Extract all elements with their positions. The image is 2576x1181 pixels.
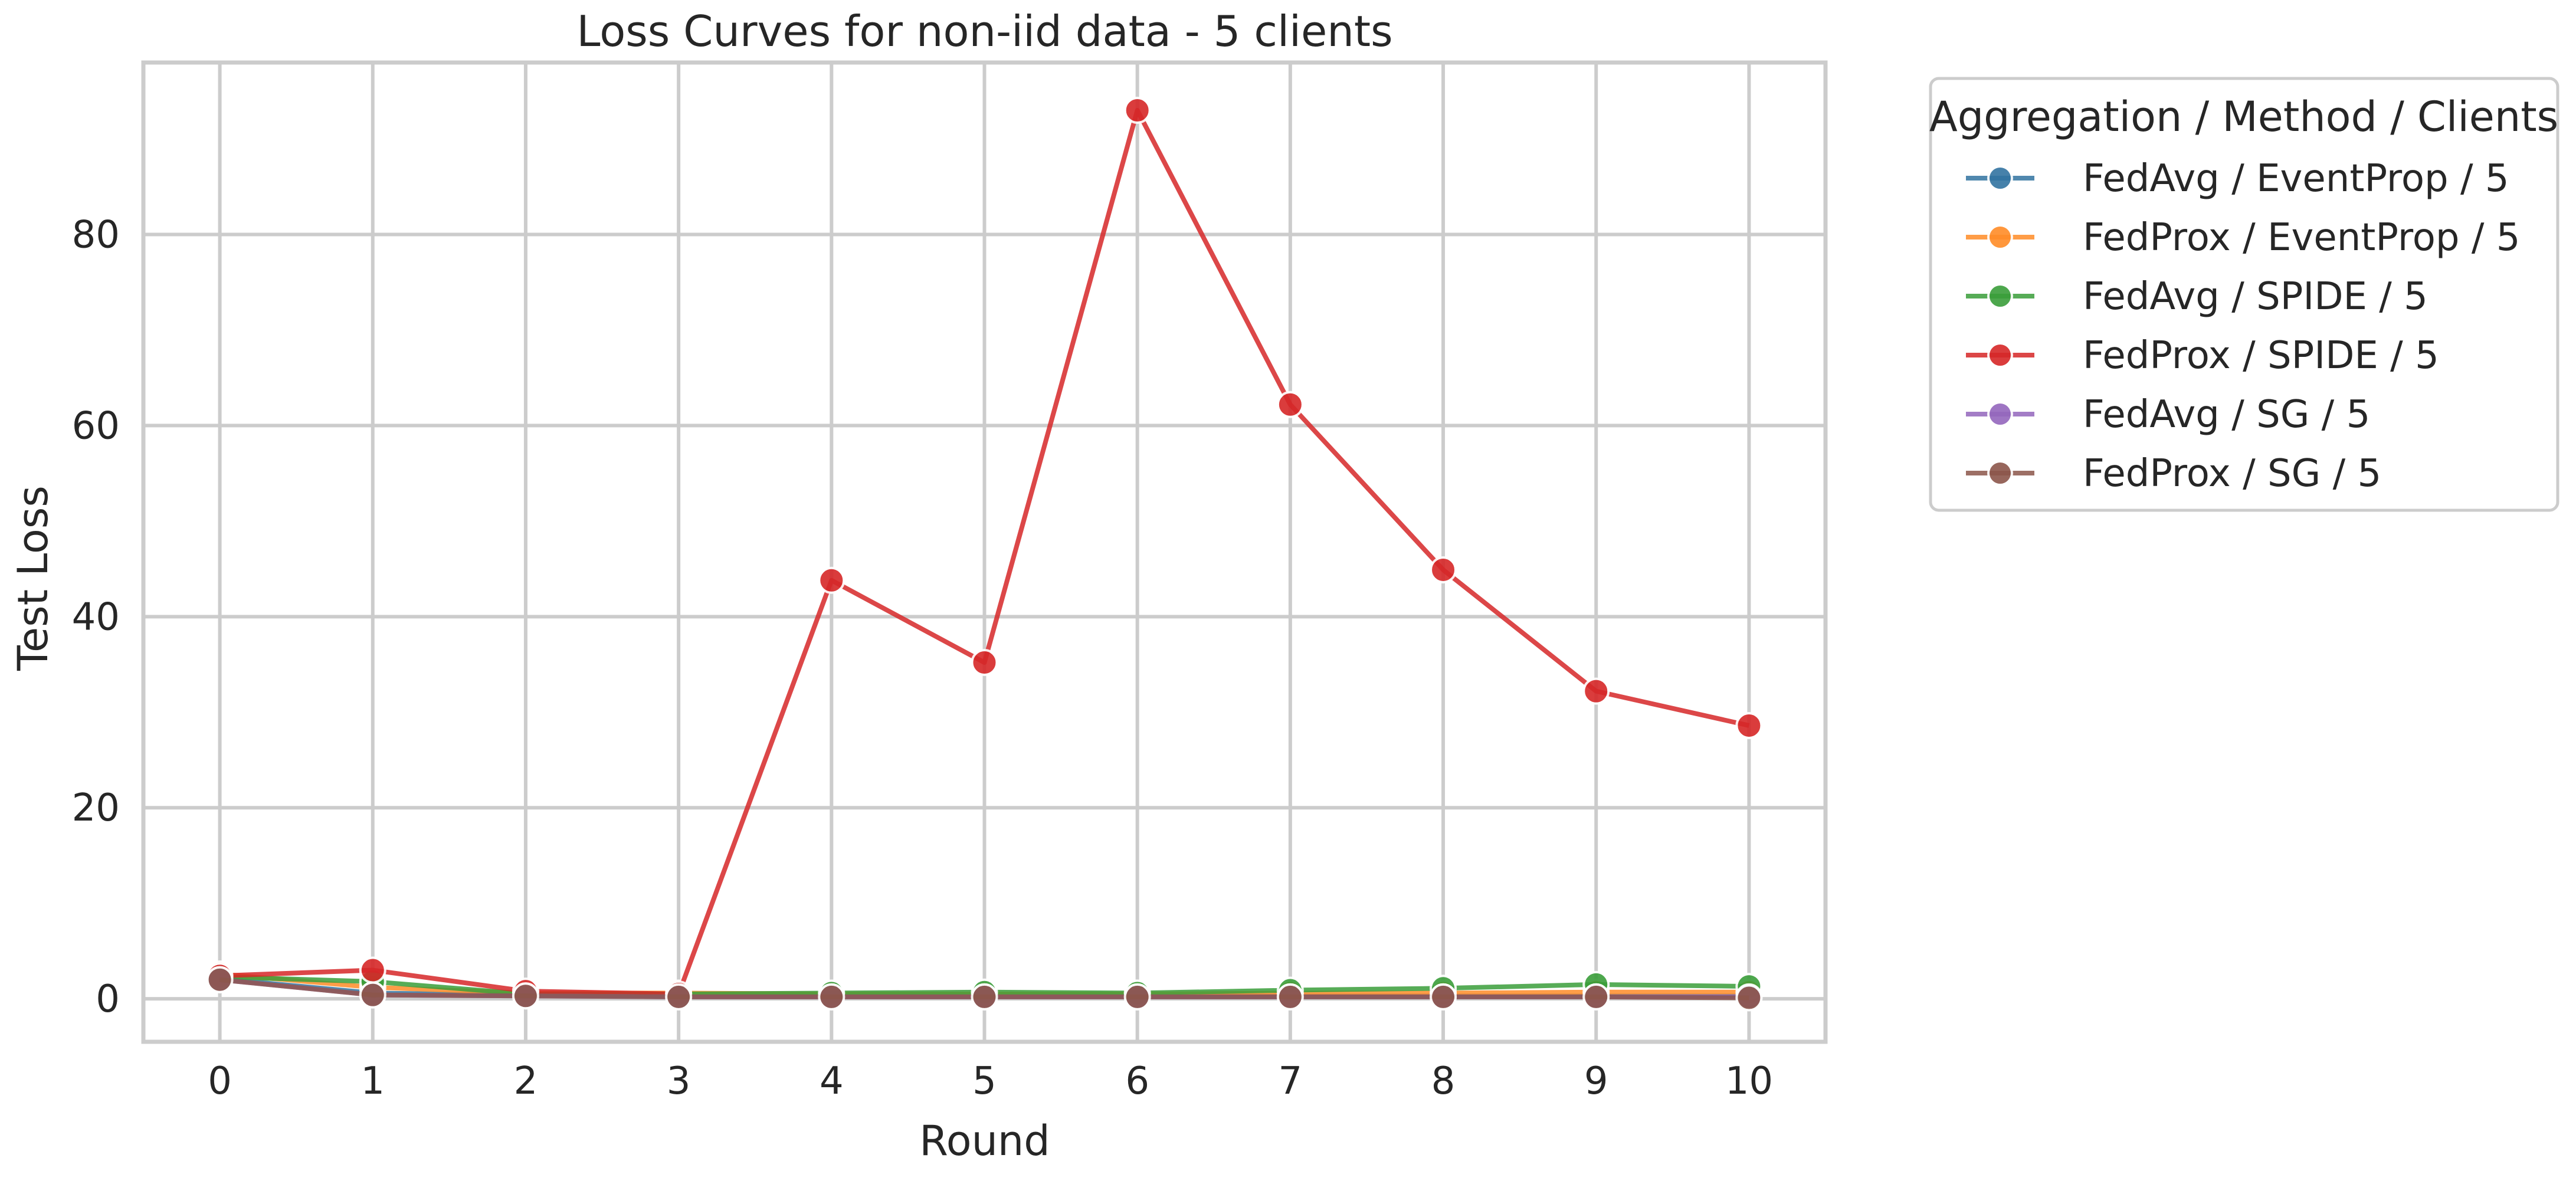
data-point	[1582, 677, 1610, 705]
tick-labels: 0 1 2 3 4 5 6 7 8 9 10 0 20 40 60 80	[72, 214, 1774, 1103]
legend-marker	[1987, 460, 2013, 486]
y-tick-label: 20	[72, 786, 120, 830]
data-point	[1735, 711, 1763, 739]
x-tick-label: 7	[1279, 1059, 1303, 1103]
data-point	[359, 981, 386, 1009]
legend-item: FedProx / SPIDE / 5	[1966, 334, 2439, 378]
data-point	[206, 966, 234, 993]
data-point	[1276, 983, 1304, 1011]
data-point	[1735, 984, 1763, 1012]
chart-title: Loss Curves for non-iid data - 5 clients	[576, 6, 1392, 56]
data-point	[1582, 983, 1610, 1011]
legend-label: FedAvg / EventProp / 5	[2083, 157, 2509, 201]
legend-label: FedProx / EventProp / 5	[2083, 216, 2520, 260]
data-point	[665, 983, 693, 1011]
y-axis-label: Test Loss	[9, 485, 57, 671]
y-tick-label: 80	[72, 214, 120, 257]
x-tick-label: 6	[1125, 1059, 1149, 1103]
legend-item: FedAvg / EventProp / 5	[1966, 157, 2509, 201]
data-point	[1123, 96, 1151, 124]
x-tick-label: 9	[1584, 1059, 1608, 1103]
legend-marker	[1987, 342, 2013, 368]
x-tick-label: 0	[208, 1059, 232, 1103]
legend-label: FedAvg / SG / 5	[2083, 393, 2370, 437]
legend-label: FedProx / SPIDE / 5	[2083, 334, 2439, 378]
data-point	[818, 983, 845, 1011]
x-tick-label: 10	[1725, 1059, 1773, 1103]
legend-label: FedProx / SG / 5	[2083, 452, 2381, 496]
legend: Aggregation / Method / Clients FedAvg / …	[1929, 77, 2559, 512]
legend-marker	[1987, 165, 2013, 191]
data-point	[1276, 391, 1304, 418]
legend-marker	[1987, 224, 2013, 250]
data-point	[1123, 983, 1151, 1011]
data-point	[818, 566, 845, 594]
legend-items: FedAvg / EventProp / 5 FedProx / EventPro…	[1966, 157, 2520, 496]
data-point	[1430, 983, 1457, 1011]
series-layer	[206, 96, 1763, 1012]
x-tick-label: 3	[667, 1059, 691, 1103]
legend-box	[1929, 77, 2559, 512]
data-point	[359, 956, 386, 984]
legend-marker	[1987, 401, 2013, 427]
x-tick-label: 5	[972, 1059, 997, 1103]
legend-label: FedAvg / SPIDE / 5	[2083, 275, 2428, 319]
plot-frame	[141, 60, 1828, 1044]
x-tick-label: 8	[1431, 1059, 1456, 1103]
legend-title: Aggregation / Method / Clients	[1929, 93, 2558, 141]
x-tick-label: 4	[820, 1059, 844, 1103]
legend-item: FedProx / EventProp / 5	[1966, 216, 2520, 260]
y-tick-label: 60	[72, 404, 120, 448]
y-tick-label: 40	[72, 595, 120, 639]
data-point	[971, 983, 998, 1011]
data-point	[512, 982, 539, 1010]
legend-item: FedAvg / SG / 5	[1966, 393, 2370, 437]
y-tick-label: 0	[96, 977, 120, 1021]
legend-marker	[1987, 283, 2013, 309]
grid	[143, 63, 1826, 1042]
data-point	[1430, 556, 1457, 583]
legend-item: FedAvg / SPIDE / 5	[1966, 275, 2428, 319]
x-axis-label: Round	[919, 1117, 1050, 1165]
x-tick-label: 2	[514, 1059, 538, 1103]
legend-item: FedProx / SG / 5	[1966, 452, 2381, 496]
x-tick-label: 1	[360, 1059, 385, 1103]
series-5	[206, 966, 1763, 1012]
data-point	[971, 649, 998, 677]
